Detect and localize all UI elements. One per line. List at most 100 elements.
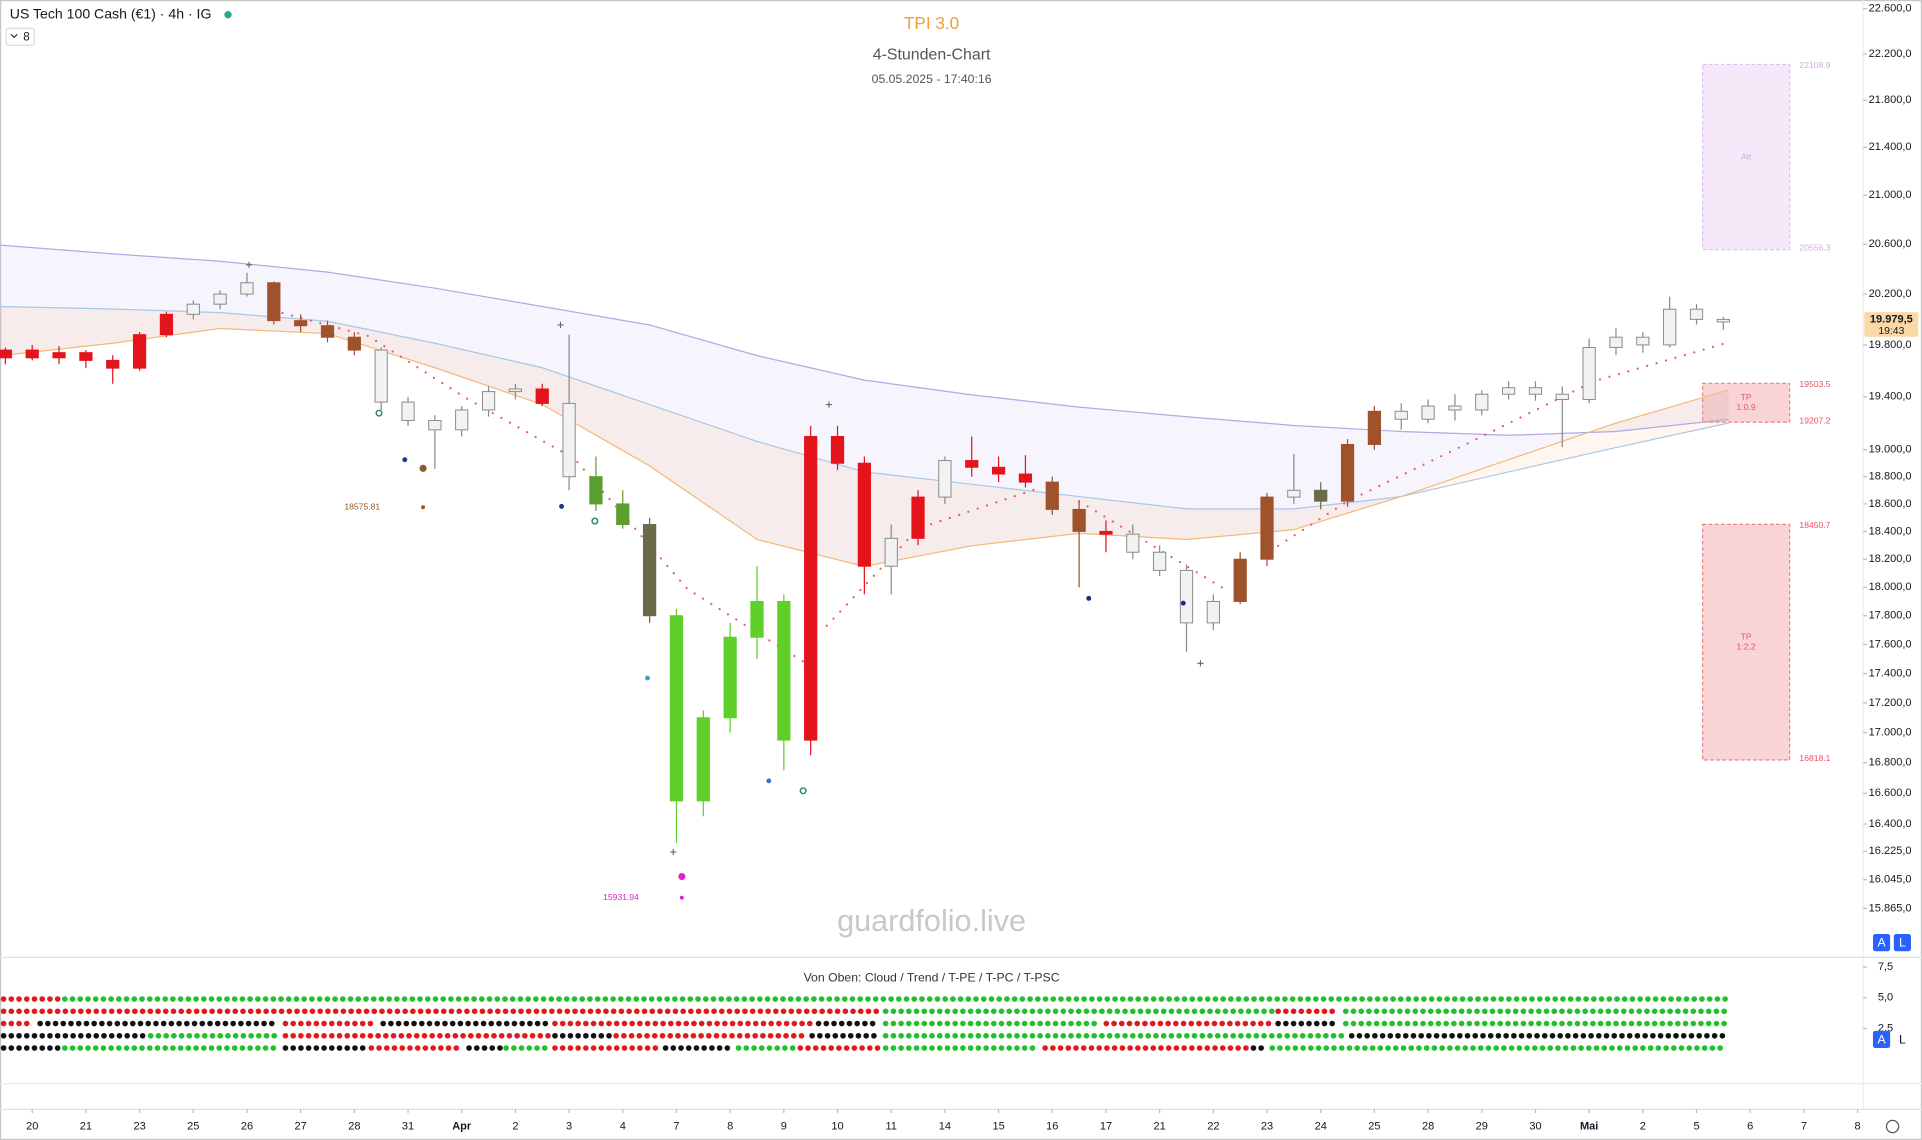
interval-label: 8	[23, 30, 29, 43]
x-tick-label: 23	[133, 1120, 145, 1132]
candle-body	[428, 420, 442, 431]
candle-body	[1072, 508, 1086, 532]
x-tick-label: 16	[1046, 1120, 1058, 1132]
y-tick-label: 20.600,0	[1869, 238, 1912, 250]
band-line	[0, 244, 1729, 436]
candle-body	[642, 524, 657, 617]
annotation-label: 15931.94	[603, 892, 639, 902]
y-tick-label: 18.000,0	[1869, 581, 1912, 593]
settings-icon[interactable]	[1885, 1119, 1900, 1134]
candle-body	[830, 435, 845, 464]
y-tick-label: 16.045,0	[1869, 874, 1912, 886]
chart-subtitle: 4-Stunden-Chart	[873, 46, 991, 63]
candle-body	[1448, 405, 1462, 411]
y-tick-label: 18.400,0	[1869, 525, 1912, 537]
signal	[766, 778, 772, 784]
scale-button[interactable]	[1872, 1030, 1891, 1049]
candle-body	[186, 303, 200, 315]
candle-body	[25, 349, 39, 359]
annotation-dot	[679, 895, 684, 900]
candle-body	[1555, 393, 1569, 400]
cross-marker	[557, 321, 564, 329]
scale-button[interactable]	[1893, 1030, 1911, 1049]
x-tick-label: 2	[1640, 1120, 1646, 1132]
interval-button[interactable]	[5, 27, 35, 46]
y-tick-label: 20.200,0	[1869, 288, 1912, 300]
x-tick-label: 26	[241, 1120, 253, 1132]
indicator-tick-label: 5,0	[1878, 992, 1893, 1004]
y-tick-label: 16.600,0	[1869, 787, 1912, 799]
candle-body	[804, 435, 818, 741]
y-tick-label: 16.800,0	[1869, 757, 1912, 769]
scale-button-label: L	[1899, 1032, 1906, 1046]
signal	[559, 503, 565, 509]
watermark: guardfolio.live	[837, 904, 1026, 938]
x-tick-label: 25	[187, 1120, 199, 1132]
candle-body	[1582, 347, 1596, 400]
candle-body	[52, 352, 66, 359]
x-tick-label: 28	[348, 1120, 360, 1132]
candle-body	[1528, 387, 1543, 395]
annotation-dot	[421, 505, 426, 510]
candle-body	[938, 460, 952, 498]
candle-body	[481, 391, 496, 411]
x-tick-label: 5	[1693, 1120, 1699, 1132]
scale-button[interactable]	[1893, 934, 1911, 952]
scale-button-label: A	[1877, 935, 1886, 949]
candle-body	[562, 402, 576, 478]
y-tick-label: 18.200,0	[1869, 553, 1912, 565]
y-tick-label: 17.000,0	[1869, 727, 1912, 739]
candle-body	[1287, 489, 1301, 498]
candle-body	[1153, 551, 1167, 571]
zone-bottom-label: 16818.1	[1799, 753, 1830, 763]
x-tick-label: 24	[1315, 1120, 1327, 1132]
candle-body	[1609, 336, 1623, 348]
x-tick-label: 11	[885, 1120, 896, 1132]
candle-body	[1394, 410, 1408, 420]
y-tick-label: 21.000,0	[1869, 189, 1912, 201]
x-tick-label: 29	[1476, 1120, 1488, 1132]
x-tick-label: 10	[831, 1120, 843, 1132]
candle-body	[294, 320, 308, 327]
candle-body	[616, 503, 630, 526]
y-tick-label: 19.800,0	[1869, 339, 1912, 351]
zone-label: TP	[1741, 392, 1752, 402]
y-tick-label: 16.400,0	[1869, 818, 1912, 830]
signal	[402, 457, 408, 463]
y-tick-label: 21.800,0	[1869, 94, 1912, 106]
candle-body	[213, 293, 227, 305]
cross-marker	[1197, 660, 1204, 667]
candle-body	[1689, 308, 1704, 320]
candle-body	[777, 600, 791, 741]
signal	[375, 409, 383, 417]
x-tick-label: 21	[1154, 1120, 1166, 1132]
scale-button[interactable]	[1872, 934, 1891, 952]
y-tick-label: 22.200,0	[1869, 48, 1912, 60]
candle-body	[857, 462, 871, 567]
indicator-title: Von Oben: Cloud / Trend / T-PE / T-PC / …	[804, 970, 1060, 984]
signal	[591, 517, 599, 525]
y-tick-label: 22.600,0	[1869, 2, 1912, 14]
candle-body	[1099, 530, 1113, 535]
candle-body	[455, 409, 469, 431]
x-tick-label: 21	[80, 1120, 92, 1132]
y-tick-label: 16.225,0	[1869, 845, 1912, 857]
y-tick-label: 21.400,0	[1869, 141, 1912, 153]
zone-top-label: 22108.9	[1799, 60, 1830, 70]
y-tick-label: 17.200,0	[1869, 697, 1912, 709]
x-tick-label: 14	[939, 1120, 951, 1132]
zone-bottom-label: 20556.3	[1799, 243, 1830, 253]
zone-label: TP	[1741, 632, 1752, 642]
candle-body	[1179, 569, 1194, 624]
candle-body	[132, 334, 147, 369]
zone-label: Att	[1741, 151, 1752, 161]
x-tick-label: 6	[1747, 1120, 1753, 1132]
y-tick-label: 17.400,0	[1869, 667, 1912, 679]
candle-body	[723, 636, 737, 719]
x-tick-label: 25	[1368, 1120, 1380, 1132]
cross-marker	[825, 401, 832, 408]
last-price-box	[1864, 312, 1919, 337]
